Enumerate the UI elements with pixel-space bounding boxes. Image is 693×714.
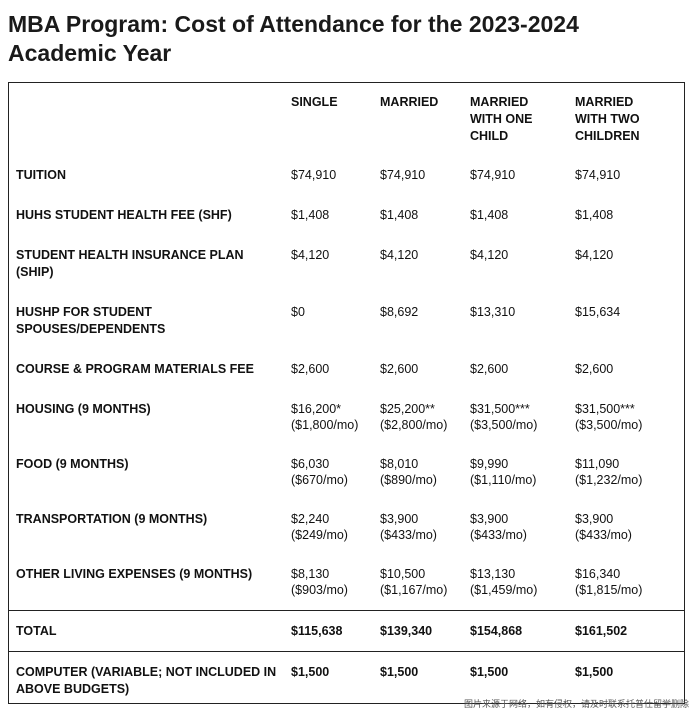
cell-monthly: ($3,500/mo): [575, 418, 643, 432]
cell-value: $74,910: [575, 168, 621, 182]
cell-monthly: ($1,232/mo): [575, 473, 643, 487]
cell-value: $16,340: [575, 567, 621, 581]
cell-monthly: ($1,459/mo): [470, 583, 538, 597]
row-label: HUHS STUDENT HEALTH FEE (SHF): [16, 208, 232, 222]
cell-value: $1,408: [291, 208, 330, 222]
cell-monthly: ($3,500/mo): [470, 418, 538, 432]
cell-value: $15,634: [575, 305, 621, 319]
cell-value: $31,500***: [470, 402, 530, 416]
column-header: MARRIED WITH TWO CHILDREN: [575, 95, 640, 143]
cell-value: $16,200*: [291, 402, 342, 416]
row-label: TOTAL: [16, 624, 57, 638]
cell-value: $3,900: [470, 512, 509, 526]
cell-monthly: ($433/mo): [470, 528, 527, 542]
cell-value: $2,240: [291, 512, 330, 526]
cell-value: $74,910: [291, 168, 337, 182]
cell-value: $3,900: [575, 512, 614, 526]
cell-monthly: ($1,815/mo): [575, 583, 643, 597]
cell-value: $1,408: [575, 208, 614, 222]
cell-value: $1,408: [470, 208, 509, 222]
table-frame: [8, 82, 685, 704]
row-label: OTHER LIVING EXPENSES (9 MONTHS): [16, 567, 253, 581]
cell-value: $161,502: [575, 624, 628, 638]
row-label: TRANSPORTATION (9 MONTHS): [16, 512, 208, 526]
column-header: MARRIED: [380, 95, 439, 109]
row-label: COURSE & PROGRAM MATERIALS FEE: [16, 362, 254, 376]
cell-value: $13,310: [470, 305, 516, 319]
title: MBA Program: Cost of Attendance for the …: [8, 11, 579, 66]
cell-monthly: ($249/mo): [291, 528, 348, 542]
cell-value: $25,200**: [380, 402, 435, 416]
cell-value: $74,910: [380, 168, 426, 182]
row-label: HOUSING (9 MONTHS): [16, 402, 151, 416]
cell-value: $2,600: [291, 362, 330, 376]
row-label: TUITION: [16, 168, 66, 182]
cell-value: $4,120: [575, 248, 614, 262]
cell-value: $1,408: [380, 208, 419, 222]
row-label: STUDENT HEALTH INSURANCE PLAN (SHIP): [16, 248, 244, 279]
cell-monthly: ($1,167/mo): [380, 583, 448, 597]
cell-value: $8,130: [291, 567, 330, 581]
row-label: HUSHP FOR STUDENT SPOUSES/DEPENDENTS: [16, 305, 166, 336]
cell-monthly: ($1,110/mo): [470, 473, 537, 487]
cell-value: $8,010: [380, 457, 419, 471]
row-label: FOOD (9 MONTHS): [16, 457, 129, 471]
cell-value: $74,910: [470, 168, 516, 182]
cell-value: $10,500: [380, 567, 426, 581]
cell-value: $1,500: [575, 665, 614, 679]
cell-value: $2,600: [575, 362, 614, 376]
column-header: MARRIED WITH ONE CHILD: [470, 95, 533, 143]
cell-value: $115,638: [291, 624, 343, 638]
cell-monthly: ($433/mo): [575, 528, 632, 542]
cell-value: $4,120: [380, 248, 419, 262]
cell-monthly: ($1,800/mo): [291, 418, 359, 432]
cell-value: $6,030: [291, 457, 330, 471]
cell-monthly: ($903/mo): [291, 583, 348, 597]
cell-value: $1,500: [291, 665, 330, 679]
cell-value: $8,692: [380, 305, 419, 319]
cell-monthly: ($2,800/mo): [380, 418, 448, 432]
cell-value: $13,130: [470, 567, 516, 581]
cell-value: $2,600: [470, 362, 509, 376]
cell-value: $11,090: [575, 457, 620, 471]
cell-monthly: ($433/mo): [380, 528, 437, 542]
separator: [8, 651, 685, 652]
cell-value: $139,340: [380, 624, 433, 638]
cell-value: $4,120: [470, 248, 509, 262]
cell-value: $4,120: [291, 248, 330, 262]
cell-value: $2,600: [380, 362, 419, 376]
watermark: 图片来源于网络，如有侵权，请及时联系托普仕留学删除: [463, 699, 689, 709]
cell-monthly: ($890/mo): [380, 473, 437, 487]
cell-value: $0: [291, 305, 305, 319]
cell-monthly: ($670/mo): [291, 473, 348, 487]
row-label: COMPUTER (VARIABLE; NOT INCLUDED IN ABOV…: [16, 665, 277, 696]
separator: [8, 610, 685, 611]
cell-value: $31,500***: [575, 402, 635, 416]
cell-value: $3,900: [380, 512, 419, 526]
cell-value: $9,990: [470, 457, 509, 471]
cell-value: $154,868: [470, 624, 523, 638]
cell-value: $1,500: [380, 665, 419, 679]
cell-value: $1,500: [470, 665, 509, 679]
column-header: SINGLE: [291, 95, 338, 109]
